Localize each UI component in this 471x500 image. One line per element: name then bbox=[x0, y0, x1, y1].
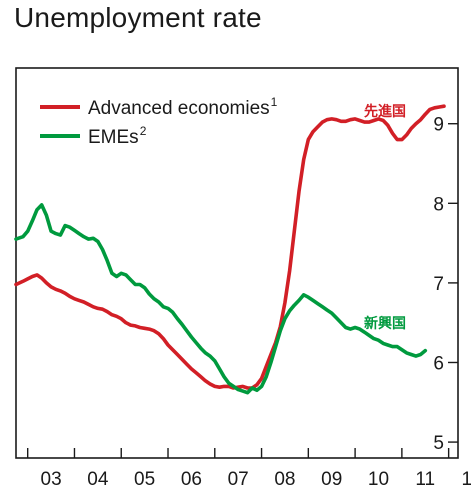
y-axis: 5 6 7 8 9 bbox=[433, 115, 458, 454]
x-tick-label: 07 bbox=[228, 469, 249, 490]
series-lines bbox=[14, 104, 446, 395]
y-tick-label: 9 bbox=[433, 115, 444, 136]
x-tick-label: 11 bbox=[415, 469, 435, 490]
x-tick-label: 08 bbox=[274, 469, 295, 490]
chart-title: Unemployment rate bbox=[14, 2, 262, 33]
x-tick-label: 06 bbox=[181, 469, 202, 490]
x-tick-label: 12 bbox=[461, 469, 471, 490]
x-tick-label: 04 bbox=[87, 469, 109, 490]
x-tick-label: 10 bbox=[368, 469, 389, 490]
y-tick-label: 7 bbox=[433, 274, 444, 295]
plot-frame bbox=[15, 67, 459, 459]
series-line-emes bbox=[14, 203, 428, 395]
legend-label: Advanced economies1 bbox=[88, 95, 278, 119]
x-tick-label: 09 bbox=[321, 469, 342, 490]
y-tick-label: 5 bbox=[433, 433, 444, 454]
legend-footnote: 2 bbox=[140, 124, 147, 138]
legend: Advanced economies1 EMEs2 bbox=[40, 95, 278, 148]
x-tick-label: 05 bbox=[134, 469, 155, 490]
x-tick-label: 03 bbox=[41, 469, 62, 490]
legend-footnote: 1 bbox=[271, 95, 278, 109]
y-tick-label: 8 bbox=[433, 194, 444, 215]
y-tick-label: 6 bbox=[433, 353, 444, 374]
legend-label: EMEs2 bbox=[88, 124, 147, 148]
series-annotation: 先進国 bbox=[364, 103, 406, 120]
x-axis: 03 04 05 06 07 08 09 10 11 12 bbox=[26, 448, 471, 490]
series-line-advanced-economies bbox=[14, 104, 446, 390]
series-annotation: 新興国 bbox=[364, 315, 406, 332]
